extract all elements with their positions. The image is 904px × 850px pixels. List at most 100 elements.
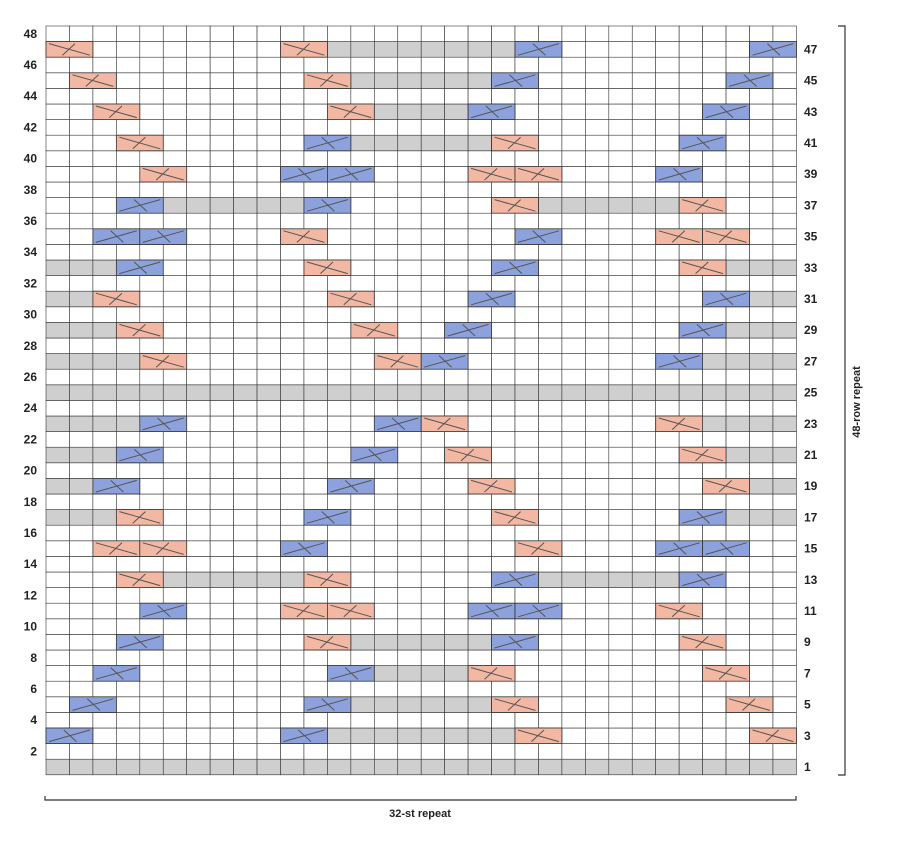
stitch-cell [655, 446, 680, 464]
stitch-cell [139, 150, 164, 167]
stitch-cell [608, 275, 633, 292]
stitch-cell [69, 25, 94, 42]
left-cross-symbol [303, 509, 352, 526]
stitch-cell [92, 166, 117, 183]
stitch-cell [631, 244, 657, 261]
stitch-cell [397, 290, 422, 308]
stitch-cell [45, 25, 70, 42]
stitch-cell [772, 743, 797, 760]
stitch-cell [772, 25, 797, 42]
stitch-cell [538, 181, 563, 198]
stitch-cell [514, 212, 539, 230]
stitch-cell [608, 727, 633, 744]
stitch-cell [397, 88, 422, 105]
stitch-cell [209, 587, 234, 604]
stitch-cell [772, 134, 797, 152]
stitch-cell [350, 524, 375, 542]
stitch-cell [186, 244, 211, 261]
stitch-cell [92, 306, 117, 323]
stitch-cell [69, 712, 94, 729]
stitch-cell [538, 56, 563, 74]
stitch-cell [186, 384, 211, 401]
stitch-cell [538, 587, 563, 604]
stitch-cell [303, 212, 328, 230]
stitch-cell [45, 181, 70, 198]
stitch-cell [162, 290, 188, 308]
stitch-cell [92, 556, 117, 573]
stitch-cell [702, 602, 727, 620]
stitch-cell [655, 758, 680, 776]
stitch-cell [772, 212, 797, 230]
stitch-cell [45, 680, 70, 698]
stitch-cell [608, 322, 633, 339]
stitch-cell [327, 181, 352, 198]
stitch-cell [585, 72, 610, 89]
row-number-right: 15 [804, 542, 818, 556]
stitch-cell [538, 88, 563, 105]
stitch-cell [585, 228, 610, 245]
stitch-cell [350, 556, 375, 573]
stitch-cell [725, 509, 750, 526]
stitch-cell [772, 509, 797, 526]
stitch-cell [303, 415, 328, 432]
right-cross-symbol [326, 103, 375, 121]
stitch-cell [585, 556, 610, 573]
stitch-cell [69, 649, 94, 666]
stitch-cell [655, 727, 680, 744]
stitch-cell [233, 88, 258, 105]
stitch-cell [256, 727, 281, 744]
stitch-cell [69, 665, 94, 682]
stitch-cell [327, 587, 352, 604]
stitch-cell [139, 181, 164, 198]
stitch-cell [608, 400, 633, 417]
stitch-cell [350, 306, 375, 323]
stitch-cell [350, 384, 375, 401]
stitch-cell [749, 602, 774, 620]
stitch-cell [69, 368, 94, 386]
right-cross-symbol [702, 665, 750, 682]
stitch-cell [280, 275, 305, 292]
stitch-cell [631, 758, 657, 776]
stitch-cell [725, 166, 750, 183]
stitch-cell [467, 306, 492, 323]
stitch-cell [327, 212, 352, 230]
right-cross-symbol [326, 602, 375, 620]
stitch-cell [209, 181, 234, 198]
stitch-cell [608, 665, 633, 682]
stitch-cell [233, 524, 258, 542]
stitch-cell [608, 587, 633, 604]
stitch-cell [749, 306, 774, 323]
stitch-cell [491, 587, 516, 604]
stitch-cell [702, 556, 727, 573]
stitch-cell [373, 634, 399, 651]
stitch-cell [467, 493, 492, 510]
stitch-cell [350, 618, 375, 635]
stitch-cell [538, 618, 563, 635]
stitch-cell [233, 758, 258, 776]
stitch-cell [233, 540, 258, 557]
stitch-cell [327, 337, 352, 354]
left-cross-symbol [92, 228, 141, 245]
stitch-cell [538, 212, 563, 230]
left-cross-symbol [678, 509, 727, 526]
stitch-cell [373, 88, 399, 105]
stitch-cell [420, 166, 445, 183]
stitch-cell [444, 181, 469, 198]
stitch-cell [491, 228, 516, 245]
stitch-cell [749, 571, 774, 588]
stitch-cell [186, 400, 211, 417]
stitch-cell [608, 244, 633, 261]
right-cross-symbol [115, 321, 164, 339]
stitch-cell [631, 680, 657, 698]
stitch-cell [350, 41, 375, 58]
stitch-cell [444, 478, 469, 495]
stitch-cell [303, 493, 328, 510]
stitch-cell [561, 368, 586, 386]
stitch-cell [702, 431, 727, 448]
stitch-cell [92, 727, 117, 744]
left-cross-symbol [655, 540, 704, 557]
stitch-cell [397, 727, 422, 744]
stitch-cell [373, 478, 399, 495]
stitch-cell [514, 368, 539, 386]
stitch-cell [491, 353, 516, 370]
